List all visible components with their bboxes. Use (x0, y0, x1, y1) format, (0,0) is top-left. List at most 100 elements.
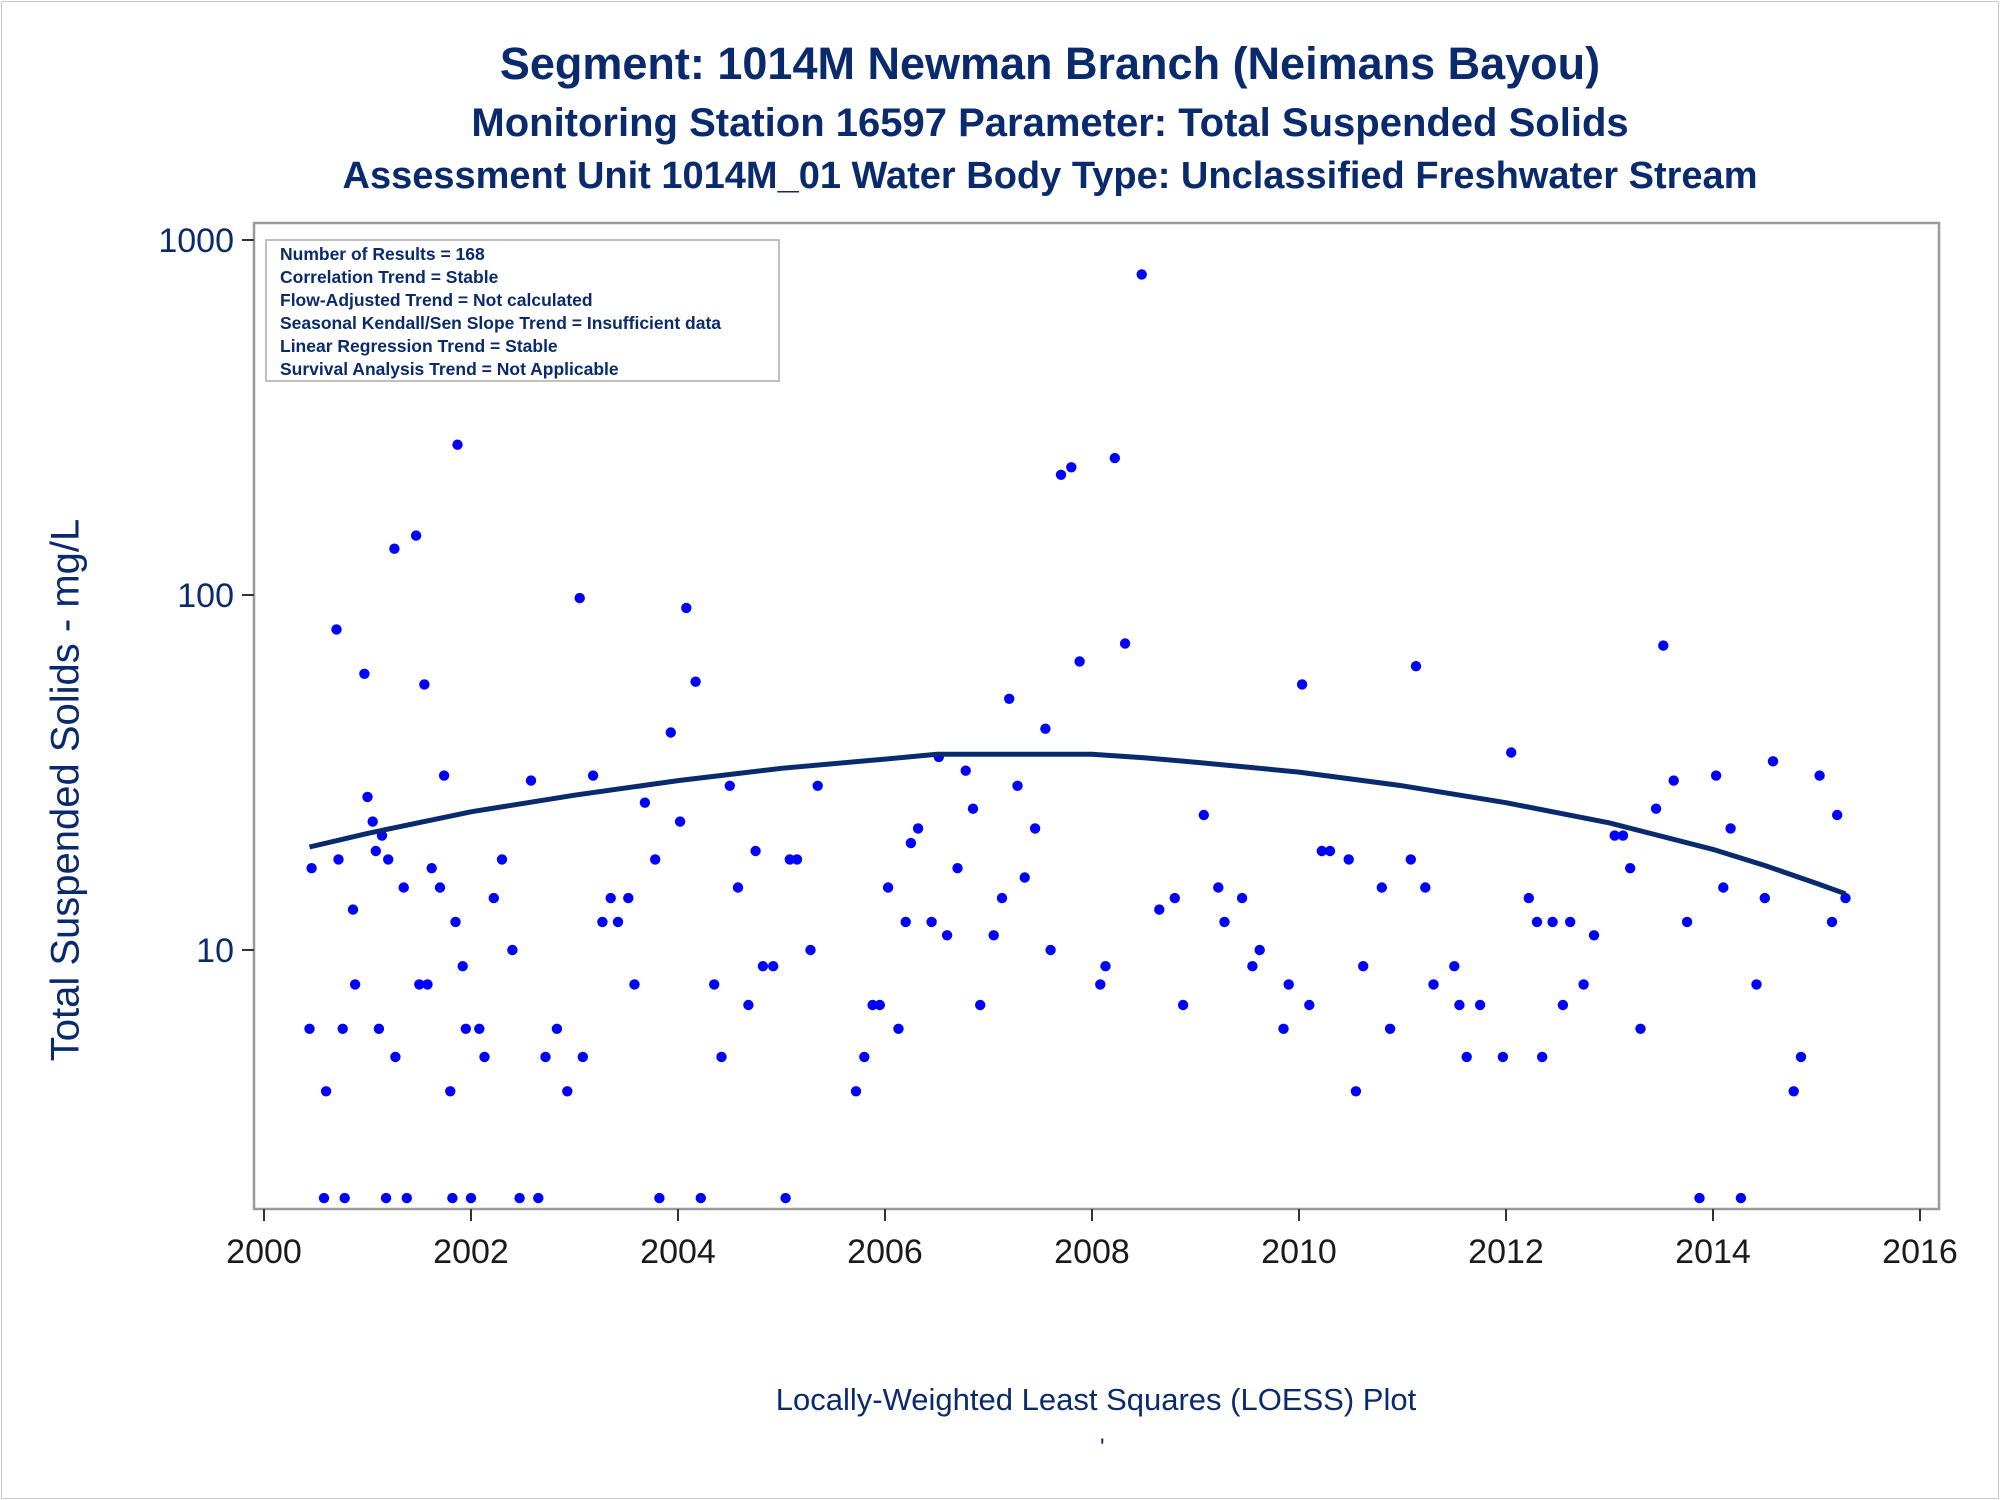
data-point (1681, 916, 1693, 928)
data-point (850, 1086, 862, 1097)
data-point (1109, 452, 1121, 464)
data-point (1506, 747, 1517, 758)
y-tick-label-1000: 1000 (158, 222, 234, 260)
data-point (654, 1192, 665, 1204)
x-tick-label-2014: 2014 (1675, 1233, 1751, 1271)
data-point (1296, 679, 1308, 690)
data-point (1523, 892, 1535, 904)
x-tick-label-2004: 2004 (640, 1233, 716, 1271)
data-point (650, 854, 661, 865)
data-point (422, 979, 433, 990)
data-point (373, 1023, 385, 1034)
y-axis: 10 100 1000 (158, 222, 254, 970)
data-point (724, 780, 735, 791)
data-point (474, 1023, 485, 1034)
data-point (1650, 803, 1662, 814)
plot-area (252, 221, 1941, 1211)
data-point (1029, 823, 1041, 834)
data-point (681, 602, 692, 614)
data-point (1343, 854, 1354, 865)
data-point (859, 1051, 870, 1063)
data-point (605, 892, 616, 904)
data-point (1668, 775, 1679, 786)
data-point (867, 999, 878, 1011)
data-point (1578, 979, 1589, 990)
data-point (460, 1023, 471, 1034)
data-point (1537, 1051, 1548, 1063)
data-point (577, 1051, 588, 1063)
data-point (1040, 723, 1051, 734)
data-point (893, 1023, 904, 1034)
data-point (507, 944, 518, 956)
trend-inset-box: Number of Results = 168 Correlation Trend… (265, 239, 780, 382)
data-point (768, 961, 779, 972)
inset-line-1: Correlation Trend = Stable (280, 267, 499, 287)
data-point (1254, 944, 1265, 956)
data-point (1420, 882, 1431, 893)
data-point (320, 1086, 332, 1097)
chart-title: Segment: 1014M Newman Branch (Neimans Ba… (499, 38, 1601, 89)
data-point (1169, 892, 1181, 904)
data-point (912, 823, 924, 834)
data-point (398, 882, 409, 893)
data-point (874, 999, 885, 1011)
data-point (452, 439, 463, 450)
data-point (882, 882, 894, 893)
data-point (1710, 770, 1722, 781)
data-point (540, 1051, 551, 1063)
data-point (960, 765, 971, 776)
data-point (465, 1192, 477, 1204)
data-point (1547, 916, 1558, 928)
data-point (674, 816, 686, 827)
x-tick-label-2016: 2016 (1882, 1233, 1958, 1271)
data-point (410, 530, 422, 541)
data-point (988, 930, 999, 941)
data-point (390, 1051, 401, 1063)
data-point (1588, 930, 1600, 941)
data-point (1304, 999, 1315, 1011)
data-point (1474, 999, 1486, 1011)
data-point (1694, 1192, 1705, 1204)
data-point (574, 592, 585, 604)
data-point (1358, 961, 1369, 972)
data-point (380, 1192, 392, 1204)
data-point (362, 791, 373, 803)
data-point (1100, 961, 1111, 972)
plot-footnote: Locally-Weighted Least Squares (LOESS) P… (775, 1382, 1417, 1417)
data-point (389, 543, 400, 554)
data-point (347, 904, 359, 915)
data-point (1759, 892, 1771, 904)
data-point (1066, 462, 1077, 473)
data-point (1055, 469, 1067, 480)
data-point (695, 1192, 706, 1204)
x-tick-label-2008: 2008 (1054, 1233, 1130, 1271)
loess-curve (308, 751, 1847, 897)
data-point (1177, 999, 1189, 1011)
x-tick-label-2010: 2010 (1261, 1233, 1337, 1271)
data-point (900, 916, 911, 928)
data-point (926, 916, 937, 928)
data-point (1625, 863, 1636, 874)
data-point (496, 854, 508, 865)
inset-line-2: Flow-Adjusted Trend = Not calculated (280, 290, 593, 310)
inset-border (265, 239, 780, 382)
data-point (1617, 830, 1629, 841)
data-point (1814, 770, 1825, 781)
data-point (1213, 882, 1224, 893)
data-point (1788, 1086, 1799, 1097)
x-tick-label-2006: 2006 (847, 1233, 923, 1271)
data-point (337, 1023, 348, 1034)
data-point (623, 892, 634, 904)
x-axis: 2000 2002 2004 2006 2008 2010 2012 2014 2016 (226, 1209, 1958, 1271)
data-point (709, 979, 720, 990)
data-point (996, 892, 1008, 904)
data-point (1531, 916, 1543, 928)
x-tick-label-2012: 2012 (1468, 1233, 1544, 1271)
data-point (629, 979, 640, 990)
data-point (479, 1051, 490, 1063)
data-point (1278, 1023, 1289, 1034)
data-point (791, 854, 803, 865)
data-point (612, 916, 624, 928)
data-point (333, 854, 344, 865)
data-point (690, 676, 701, 687)
